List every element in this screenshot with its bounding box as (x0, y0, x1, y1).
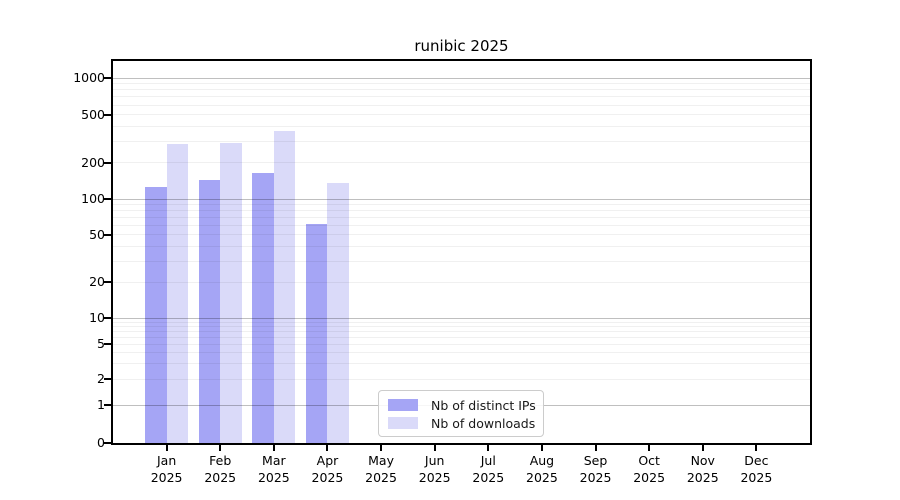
minor-gridline (113, 331, 810, 333)
minor-gridline (113, 321, 810, 323)
y-tick-mark (104, 161, 112, 164)
y-tick-label: 100 (81, 191, 105, 207)
y-tick-label: 200 (81, 154, 105, 170)
y-tick-mark (104, 404, 112, 407)
x-tick-label: Oct 2025 (633, 453, 666, 485)
bar-distinct-ips (252, 173, 274, 443)
minor-gridline (113, 96, 810, 98)
minor-gridline (113, 162, 810, 164)
x-tick-mark (594, 445, 597, 451)
y-tick-label: 2 (97, 371, 105, 387)
x-tick-mark (272, 445, 275, 451)
minor-gridline (113, 363, 810, 365)
y-tick-mark (104, 281, 112, 284)
major-gridline (113, 198, 810, 200)
legend-swatch (388, 417, 418, 429)
x-tick-mark (540, 445, 543, 451)
x-tick-mark (380, 445, 383, 451)
x-tick-mark (165, 445, 168, 451)
y-tick-mark (104, 343, 112, 346)
bar-downloads (327, 182, 349, 443)
bar-distinct-ips (198, 180, 221, 443)
bar-downloads (166, 143, 189, 443)
minor-gridline (113, 281, 810, 283)
y-tick-label: 1 (97, 397, 105, 413)
x-tick-label: Aug 2025 (526, 453, 558, 485)
minor-gridline (113, 125, 810, 127)
minor-gridline (113, 378, 810, 380)
minor-gridline (113, 83, 810, 85)
x-tick-mark (219, 445, 222, 451)
legend-row: Nb of downloads (388, 414, 535, 432)
bar-downloads (220, 143, 242, 443)
minor-gridline (113, 352, 810, 354)
legend-label: Nb of downloads (431, 415, 536, 431)
x-tick-label: Nov 2025 (686, 453, 719, 485)
y-tick-label: 0 (97, 435, 105, 450)
y-tick-label: 1000 (73, 70, 105, 86)
y-tick-label: 500 (81, 106, 105, 122)
minor-gridline (113, 210, 810, 212)
major-gridline (113, 317, 810, 319)
major-gridline (113, 77, 810, 79)
legend-row: Nb of distinct IPs (388, 396, 536, 414)
y-tick-mark (104, 317, 112, 320)
bar-distinct-ips (305, 223, 328, 443)
minor-gridline (113, 140, 810, 142)
x-tick-mark (433, 445, 436, 451)
y-tick-label: 50 (89, 226, 105, 242)
chart-title: runibic 2025 (414, 37, 509, 55)
x-tick-mark (701, 445, 704, 451)
minor-gridline (113, 89, 810, 91)
x-tick-mark (755, 445, 758, 451)
minor-gridline (113, 260, 810, 262)
x-tick-label: Jan 2025 (150, 453, 183, 485)
x-tick-label: Mar 2025 (257, 453, 290, 485)
y-tick-mark (104, 113, 112, 116)
y-tick-mark (104, 77, 112, 80)
x-tick-label: Apr 2025 (311, 453, 344, 485)
bar-distinct-ips (145, 186, 167, 443)
minor-gridline (113, 326, 810, 328)
x-tick-label: Feb 2025 (204, 453, 237, 485)
y-tick-label: 5 (97, 336, 105, 352)
x-tick-label: May 2025 (365, 453, 397, 485)
plot-area (113, 61, 810, 443)
x-tick-label: Dec 2025 (740, 453, 773, 485)
y-tick-mark (104, 198, 112, 201)
legend-swatch (388, 399, 418, 411)
x-tick-label: Jul 2025 (472, 453, 505, 485)
minor-gridline (113, 336, 810, 338)
minor-gridline (113, 245, 810, 247)
x-tick-mark (487, 445, 490, 451)
legend-label: Nb of distinct IPs (431, 397, 536, 413)
y-tick-mark (104, 378, 112, 381)
minor-gridline (113, 343, 810, 345)
y-tick-mark (104, 442, 112, 444)
y-tick-label: 20 (89, 274, 105, 290)
minor-gridline (113, 225, 810, 227)
x-tick-label: Sep 2025 (579, 453, 612, 485)
legend: Nb of distinct IPs Nb of downloads (378, 390, 544, 437)
y-tick-label: 10 (89, 310, 105, 326)
minor-gridline (113, 204, 810, 206)
x-tick-mark (648, 445, 651, 451)
minor-gridline (113, 104, 810, 106)
x-tick-mark (326, 445, 329, 451)
minor-gridline (113, 217, 810, 219)
minor-gridline (113, 114, 810, 116)
bar-downloads (273, 131, 296, 443)
x-tick-label: Jun 2025 (418, 453, 451, 485)
y-tick-mark (104, 233, 112, 236)
minor-gridline (113, 234, 810, 236)
